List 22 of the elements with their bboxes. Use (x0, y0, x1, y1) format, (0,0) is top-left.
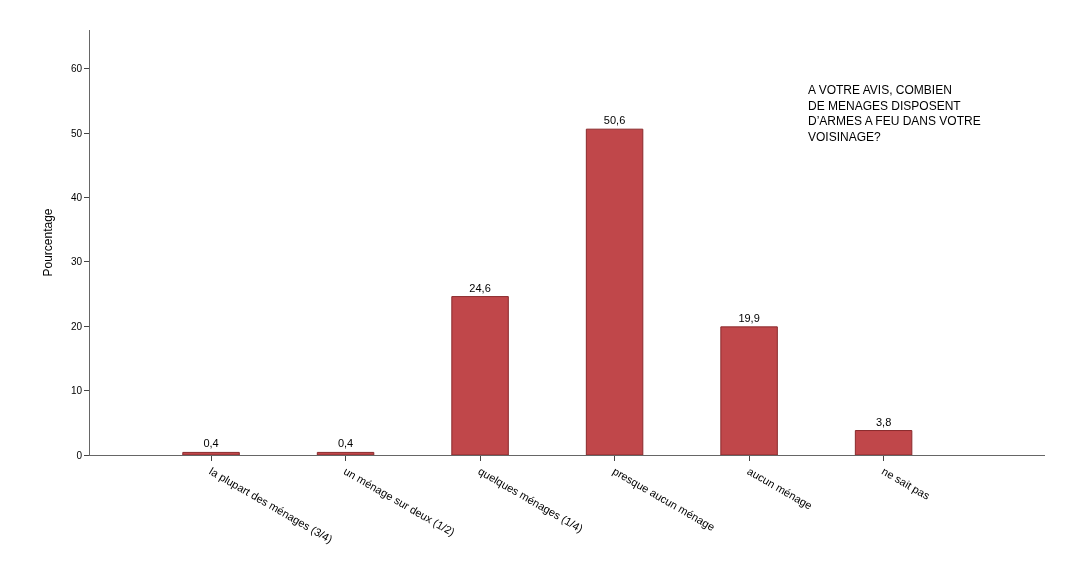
data-label: 50,6 (603, 114, 626, 127)
data-label: 3,8 (875, 415, 892, 428)
data-label: 24,6 (469, 281, 491, 294)
bar (316, 451, 375, 455)
y-tick-label: 40 (70, 191, 83, 203)
y-tick-label: 0 (76, 449, 83, 461)
y-tick-label: 30 (70, 256, 83, 268)
y-tick-label: 10 (70, 385, 83, 397)
bar (182, 451, 240, 455)
bar (720, 326, 778, 455)
x-tick-label: ne sait pas (879, 464, 933, 503)
annotation: A VOTRE AVIS, COMBIEN DE MENAGES DISPOSENT D’ARMES A FEU DANS VOTRE VOISINAGE? (808, 83, 981, 144)
bar (585, 128, 644, 455)
data-label: 0,4 (337, 437, 354, 450)
y-tick-label: 60 (70, 63, 83, 75)
bar (451, 296, 509, 455)
y-axis-title: Pourcentage (41, 208, 56, 277)
data-label: 19,9 (738, 311, 760, 324)
data-label: 0,4 (203, 437, 219, 450)
y-tick-label: 50 (70, 127, 83, 139)
bar (854, 430, 913, 455)
y-tick-label: 20 (70, 320, 83, 332)
